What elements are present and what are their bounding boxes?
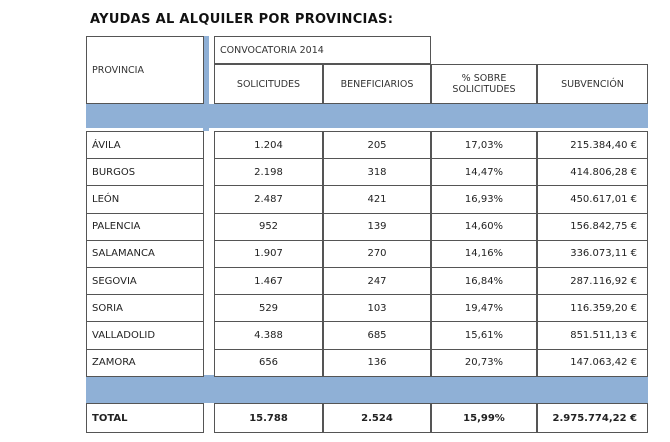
header-beneficiarios: BENEFICIARIOS — [323, 64, 431, 104]
cell-pct: 14,16% — [431, 239, 537, 268]
cell-pct: 17,03% — [431, 131, 537, 160]
cell-subvencion: 116.359,20 € — [537, 294, 648, 323]
cell-solicitudes: 1.204 — [214, 131, 323, 160]
header-convocatoria: CONVOCATORIA 2014 — [214, 36, 431, 64]
cell-beneficiarios: 685 — [323, 321, 431, 350]
cell-provincia: ZAMORA — [86, 348, 204, 377]
cell-provincia: LEÓN — [86, 185, 204, 214]
cell-subvencion: 450.617,01 € — [537, 185, 648, 214]
cell-subvencion: 336.073,11 € — [537, 239, 648, 268]
cell-solicitudes: 2.487 — [214, 185, 323, 214]
cell-pct: 16,84% — [431, 267, 537, 296]
cell-subvencion: 215.384,40 € — [537, 131, 648, 160]
total-subvencion: 2.975.774,22 € — [537, 403, 648, 433]
cell-solicitudes: 656 — [214, 348, 323, 377]
cell-pct: 14,47% — [431, 158, 537, 187]
cell-provincia: PALENCIA — [86, 212, 204, 241]
page-title: AYUDAS AL ALQUILER POR PROVINCIAS: — [90, 12, 394, 27]
cell-provincia: SEGOVIA — [86, 267, 204, 296]
header-subvencion: SUBVENCIÓN — [537, 64, 648, 104]
cell-beneficiarios: 421 — [323, 185, 431, 214]
cell-pct: 16,93% — [431, 185, 537, 214]
cell-pct: 15,61% — [431, 321, 537, 350]
cell-provincia: SORIA — [86, 294, 204, 323]
cell-beneficiarios: 247 — [323, 267, 431, 296]
cell-solicitudes: 1.907 — [214, 239, 323, 268]
header-blue-band — [86, 104, 648, 128]
cell-solicitudes: 529 — [214, 294, 323, 323]
header-pct-line1: % SOBRE — [461, 73, 507, 84]
cell-solicitudes: 1.467 — [214, 267, 323, 296]
provinces-table: PROVINCIA CONVOCATORIA 2014 SOLICITUDES … — [86, 36, 648, 436]
cell-solicitudes: 4.388 — [214, 321, 323, 350]
cell-beneficiarios: 318 — [323, 158, 431, 187]
cell-pct: 19,47% — [431, 294, 537, 323]
cell-beneficiarios: 205 — [323, 131, 431, 160]
cell-pct: 20,73% — [431, 348, 537, 377]
cell-subvencion: 147.063,42 € — [537, 348, 648, 377]
cell-subvencion: 287.116,92 € — [537, 267, 648, 296]
cell-solicitudes: 952 — [214, 212, 323, 241]
total-beneficiarios: 2.524 — [323, 403, 431, 433]
header-pct-line2: SOLICITUDES — [452, 84, 516, 95]
cell-provincia: ÁVILA — [86, 131, 204, 160]
cell-beneficiarios: 103 — [323, 294, 431, 323]
cell-provincia: VALLADOLID — [86, 321, 204, 350]
cell-solicitudes: 2.198 — [214, 158, 323, 187]
column-divider-band — [203, 36, 209, 131]
cell-provincia: SALAMANCA — [86, 239, 204, 268]
header-pct-sobre-solicitudes: % SOBRE SOLICITUDES — [431, 64, 537, 104]
header-provincia: PROVINCIA — [86, 36, 204, 104]
cell-pct: 14,60% — [431, 212, 537, 241]
total-pct: 15,99% — [431, 403, 537, 433]
cell-beneficiarios: 139 — [323, 212, 431, 241]
total-solicitudes: 15.788 — [214, 403, 323, 433]
total-label: TOTAL — [86, 403, 204, 433]
cell-subvencion: 414.806,28 € — [537, 158, 648, 187]
cell-beneficiarios: 136 — [323, 348, 431, 377]
cell-beneficiarios: 270 — [323, 239, 431, 268]
header-solicitudes: SOLICITUDES — [214, 64, 323, 104]
cell-provincia: BURGOS — [86, 158, 204, 187]
footer-blue-band — [86, 375, 648, 403]
cell-subvencion: 156.842,75 € — [537, 212, 648, 241]
cell-subvencion: 851.511,13 € — [537, 321, 648, 350]
